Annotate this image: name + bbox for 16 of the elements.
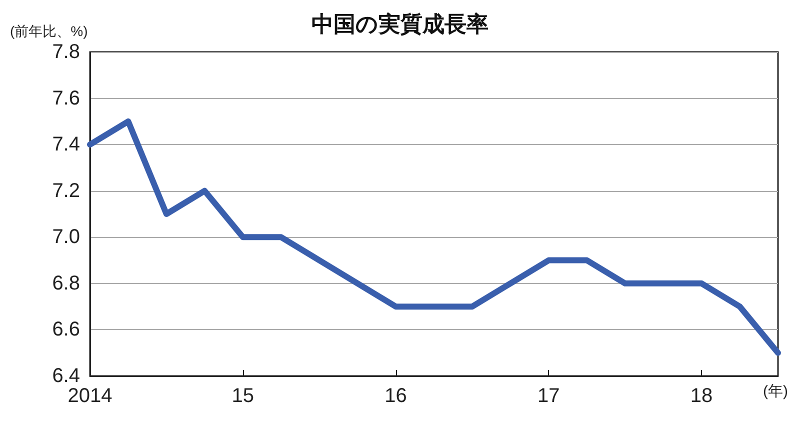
y-tick-label: 7.8: [52, 41, 80, 63]
x-tick-label: 16: [384, 385, 407, 407]
y-tick-label: 6.8: [52, 272, 80, 294]
y-tick-label: 7.6: [52, 87, 80, 110]
y-tick-label: 7.2: [52, 180, 80, 202]
chart-title: 中国の実質成長率: [312, 12, 488, 36]
y-tick-label: 6.4: [52, 365, 80, 387]
x-axis-title: (年): [763, 383, 788, 400]
y-axis-title: (前年比、%): [10, 23, 88, 39]
y-tick-label: 7.0: [52, 226, 80, 248]
x-tick-label: 17: [538, 385, 560, 407]
y-tick-label: 6.6: [52, 318, 80, 341]
y-tick-label: 7.4: [52, 134, 80, 156]
x-tick-label: 18: [690, 385, 713, 407]
x-tick-label: 15: [232, 385, 254, 407]
x-tick-label: 2014: [68, 385, 112, 407]
